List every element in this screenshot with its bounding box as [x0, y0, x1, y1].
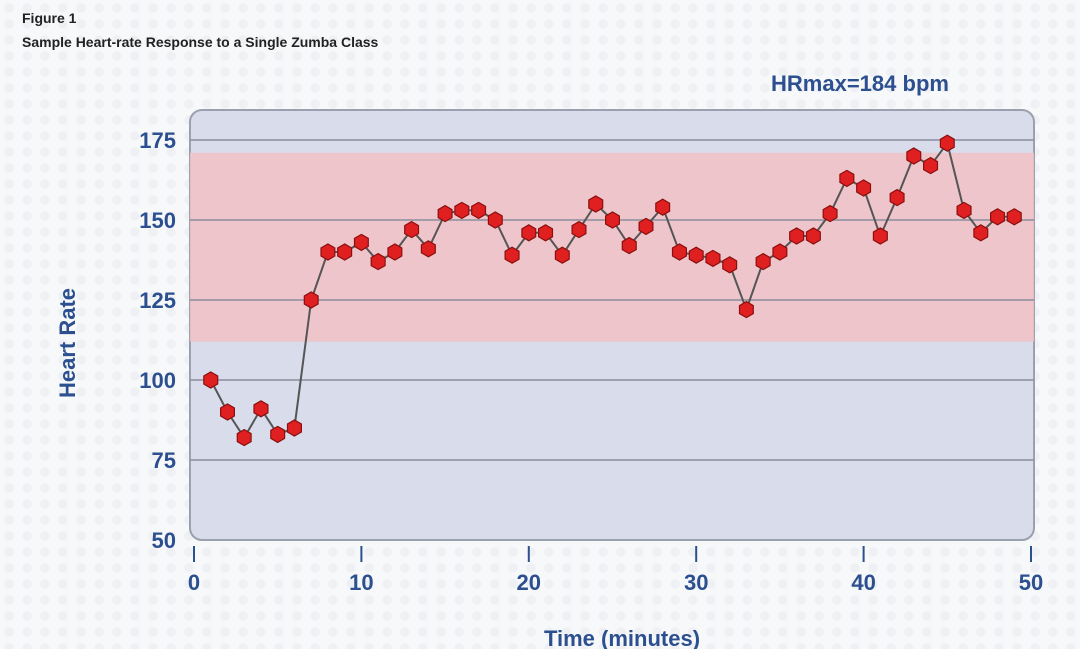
y-axis-label: Heart Rate: [55, 288, 80, 398]
data-point: [554, 246, 570, 264]
x-tick-label: 10: [349, 570, 373, 595]
data-point: [939, 134, 955, 152]
data-point: [973, 224, 989, 242]
y-tick-label: 125: [139, 288, 176, 313]
data-point: [571, 220, 587, 239]
data-point: [655, 198, 671, 216]
x-tick-label: 0: [188, 570, 200, 595]
data-point: [437, 204, 453, 223]
data-point: [253, 400, 269, 418]
data-point: [604, 211, 621, 229]
data-point: [705, 249, 721, 268]
data-point: [822, 204, 838, 223]
data-point: [922, 156, 939, 175]
data-point: [286, 419, 302, 437]
data-point: [1006, 208, 1022, 226]
data-point: [387, 243, 403, 261]
data-point: [521, 224, 537, 242]
data-point: [755, 252, 771, 271]
data-point: [839, 169, 855, 188]
data-point: [404, 220, 420, 239]
target-zone-band: [190, 152, 1034, 342]
x-tick-label: 20: [517, 570, 541, 595]
y-tick-label: 75: [152, 448, 176, 473]
hrmax-annotation: HRmax=184 bpm: [771, 71, 949, 96]
data-point: [688, 246, 704, 264]
data-point: [454, 201, 470, 220]
x-tick-label: 50: [1019, 570, 1043, 595]
data-point: [722, 256, 738, 274]
data-point: [303, 291, 319, 309]
data-point: [805, 227, 821, 245]
x-tick-label: 40: [851, 570, 875, 595]
data-point: [956, 201, 972, 220]
data-point: [772, 243, 788, 261]
data-point: [337, 243, 353, 261]
y-tick-label: 100: [139, 368, 176, 393]
y-tick-label: 50: [152, 528, 176, 553]
data-point: [588, 195, 604, 213]
y-tick-label: 150: [139, 208, 176, 233]
data-point: [487, 211, 503, 229]
data-point: [353, 233, 369, 252]
data-point: [638, 217, 654, 236]
figure-title: Sample Heart-rate Response to a Single Z…: [22, 34, 379, 50]
x-axis-label: Time (minutes): [544, 626, 700, 649]
data-point: [856, 179, 872, 197]
data-point: [370, 252, 386, 271]
data-point: [236, 428, 252, 447]
data-point: [789, 227, 805, 245]
data-point: [420, 240, 436, 258]
data-point: [270, 425, 286, 444]
data-point: [471, 201, 487, 220]
y-tick-label: 175: [139, 128, 176, 153]
data-point: [889, 188, 905, 207]
data-point: [320, 243, 336, 261]
data-point: [537, 224, 554, 242]
data-point: [220, 403, 235, 421]
data-point: [906, 147, 922, 165]
figure-label: Figure 1: [22, 10, 77, 26]
data-point: [738, 300, 754, 319]
data-point: [989, 208, 1006, 226]
data-point: [671, 243, 688, 261]
data-point: [621, 236, 637, 255]
x-tick-label: 30: [684, 570, 708, 595]
data-point: [504, 246, 520, 264]
data-point: [203, 371, 219, 389]
data-point: [872, 227, 888, 245]
